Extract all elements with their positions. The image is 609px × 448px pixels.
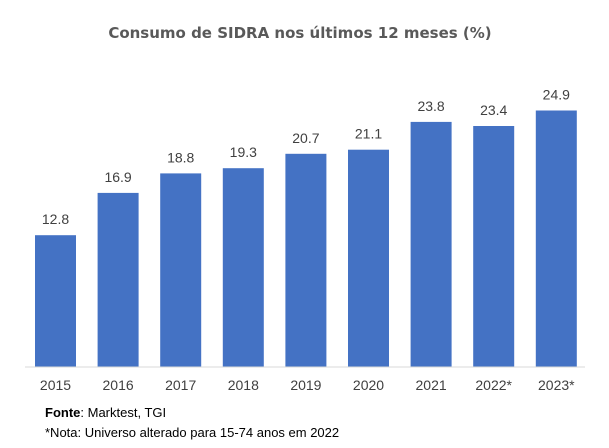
chart-title: Consumo de SIDRA nos últimos 12 meses (%…: [108, 24, 491, 42]
bar-2016: [97, 192, 139, 367]
source-line: Fonte: Marktest, TGI: [45, 403, 339, 423]
source-label: Fonte: [45, 405, 81, 420]
data-label-2018: 19.3: [230, 144, 257, 160]
bar-2020: [348, 149, 389, 367]
note-line: *Nota: Universo alterado para 15-74 anos…: [45, 425, 340, 440]
x-tick-2015: 2015: [40, 377, 71, 393]
x-tick-2019: 2019: [290, 377, 321, 393]
bar-2018: [222, 168, 264, 367]
bar-2023*: [535, 110, 577, 367]
data-label-2022*: 23.4: [480, 102, 507, 118]
x-tick-labels-group: 2015 2016 2017 2018 2019 2020 2021 2022* 2023*: [40, 377, 575, 393]
x-tick-2023*: 2023*: [538, 377, 575, 393]
footer-notes: Fonte: Marktest, TGI *Nota: Universo alt…: [45, 403, 339, 443]
data-label-2015: 12.8: [42, 211, 69, 227]
x-tick-2020: 2020: [353, 377, 384, 393]
x-tick-2018: 2018: [228, 377, 259, 393]
x-tick-2021: 2021: [416, 377, 447, 393]
x-tick-2022*: 2022*: [475, 377, 512, 393]
data-label-2019: 20.7: [292, 130, 319, 146]
bar-2021: [410, 121, 452, 368]
data-label-2021: 23.8: [417, 98, 444, 114]
data-labels-group: 12.8 16.9 18.8 19.3 20.7 21.1 23.8 23.4 24.9: [42, 87, 570, 228]
bar-2022*: [473, 126, 515, 367]
data-label-2017: 18.8: [167, 149, 194, 165]
data-label-2016: 16.9: [104, 169, 131, 185]
bars-group: [35, 110, 577, 368]
data-label-2023*: 24.9: [543, 87, 570, 103]
source-text: : Marktest, TGI: [80, 405, 167, 420]
bar-2019: [285, 153, 327, 367]
bar-2017: [160, 173, 202, 367]
x-tick-2017: 2017: [165, 377, 196, 393]
x-tick-2016: 2016: [103, 377, 134, 393]
data-label-2020: 21.1: [355, 126, 382, 142]
bar-2015: [35, 235, 76, 367]
